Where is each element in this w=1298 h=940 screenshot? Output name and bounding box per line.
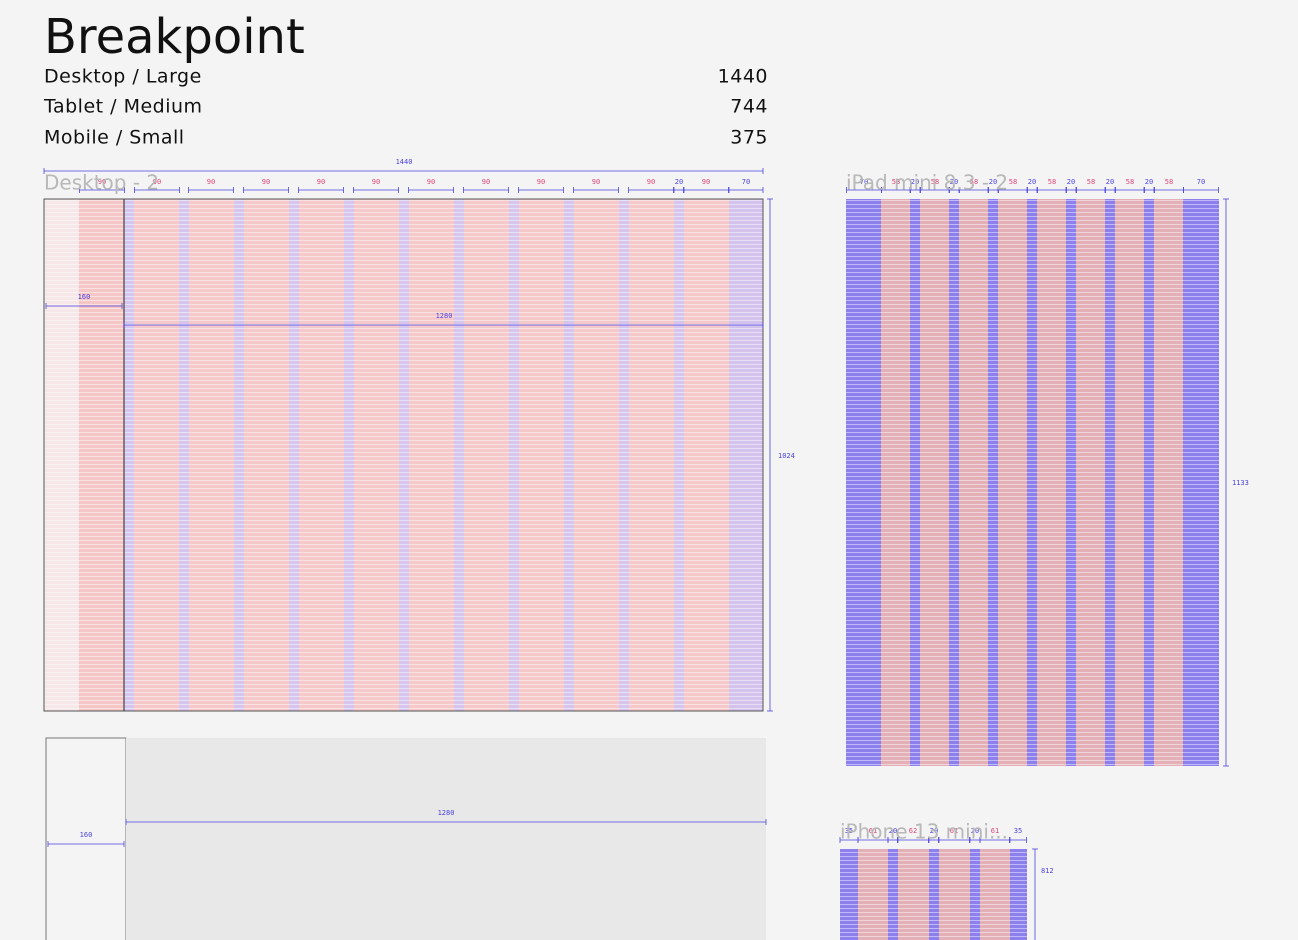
breakpoint-label: Tablet / Medium <box>43 96 203 118</box>
dimension-label: 20 <box>1028 178 1036 186</box>
dimension-label: 1133 <box>1232 479 1249 487</box>
frame-name[interactable]: Desktop - 2 <box>44 171 159 195</box>
texture <box>840 849 1027 940</box>
dimension-label: 58 <box>970 178 978 186</box>
texture <box>44 199 763 711</box>
dimension-label: 1440 <box>396 158 413 166</box>
dimension-label: 1280 <box>436 312 453 320</box>
dimension-label: 90 <box>372 178 380 186</box>
dimension-label: 61 <box>950 827 958 835</box>
mobile-frame[interactable] <box>840 849 1027 940</box>
dimension-label: 62 <box>909 827 917 835</box>
dimension-label: 20 <box>889 827 897 835</box>
dimension-label: 20 <box>950 178 958 186</box>
dimension-label: 90 <box>98 178 106 186</box>
dimension-label: 20 <box>911 178 919 186</box>
dimension-label: 20 <box>1106 178 1114 186</box>
dimension-label: 35 <box>845 827 853 835</box>
breakpoint-label: Mobile / Small <box>44 127 185 149</box>
dimension-label: 35 <box>1014 827 1022 835</box>
content-box <box>126 738 766 940</box>
dimension-label: 61 <box>869 827 877 835</box>
dimension-label: 812 <box>1041 867 1054 875</box>
dimension-label: 70 <box>742 178 750 186</box>
frame-name[interactable]: iPhone 13 mini... <box>840 820 1008 844</box>
dimension-label: 20 <box>1145 178 1153 186</box>
breakpoint-label: Desktop / Large <box>44 66 202 88</box>
breakpoint-value: 375 <box>730 127 768 149</box>
dimension-label: 70 <box>860 178 868 186</box>
breakpoint-value: 744 <box>730 96 768 118</box>
dimension-label: 160 <box>78 293 91 301</box>
frame-name[interactable]: iPad mini 8.3 - 2 <box>846 171 1008 195</box>
dimension-label: 90 <box>207 178 215 186</box>
dimension-label: 90 <box>537 178 545 186</box>
frame-border <box>43 198 764 712</box>
dimension-label: 90 <box>427 178 435 186</box>
dimension-label: 58 <box>1126 178 1134 186</box>
desktop-frame[interactable] <box>43 198 764 712</box>
dimension-label: 20 <box>1067 178 1075 186</box>
dimension-label: 20 <box>989 178 997 186</box>
dimension-label: 90 <box>153 178 161 186</box>
dimension-label: 58 <box>931 178 939 186</box>
dimension-label: 20 <box>930 827 938 835</box>
dimension-label: 20 <box>675 178 683 186</box>
dimension-label: 1024 <box>778 452 795 460</box>
texture <box>846 199 1219 766</box>
page-title: Breakpoint <box>44 9 305 65</box>
dimension-label: 90 <box>262 178 270 186</box>
dimension-label: 160 <box>80 831 93 839</box>
dimension-label: 1280 <box>438 809 455 817</box>
dimension-label: 58 <box>1165 178 1173 186</box>
dimension-label: 90 <box>702 178 710 186</box>
dimension-label: 58 <box>892 178 900 186</box>
dimension-label: 70 <box>1197 178 1205 186</box>
dimension-label: 90 <box>592 178 600 186</box>
tablet-frame[interactable] <box>846 199 1219 766</box>
dimension-label: 90 <box>317 178 325 186</box>
breakpoint-value: 1440 <box>718 66 768 88</box>
dimension-label: 61 <box>991 827 999 835</box>
dimension-label: 58 <box>1048 178 1056 186</box>
dimension-label: 58 <box>1009 178 1017 186</box>
dimension-label: 90 <box>482 178 490 186</box>
dimension-label: 58 <box>1087 178 1095 186</box>
sidebar-box <box>45 737 127 940</box>
dimension-label: 20 <box>971 827 979 835</box>
dimension-label: 90 <box>647 178 655 186</box>
